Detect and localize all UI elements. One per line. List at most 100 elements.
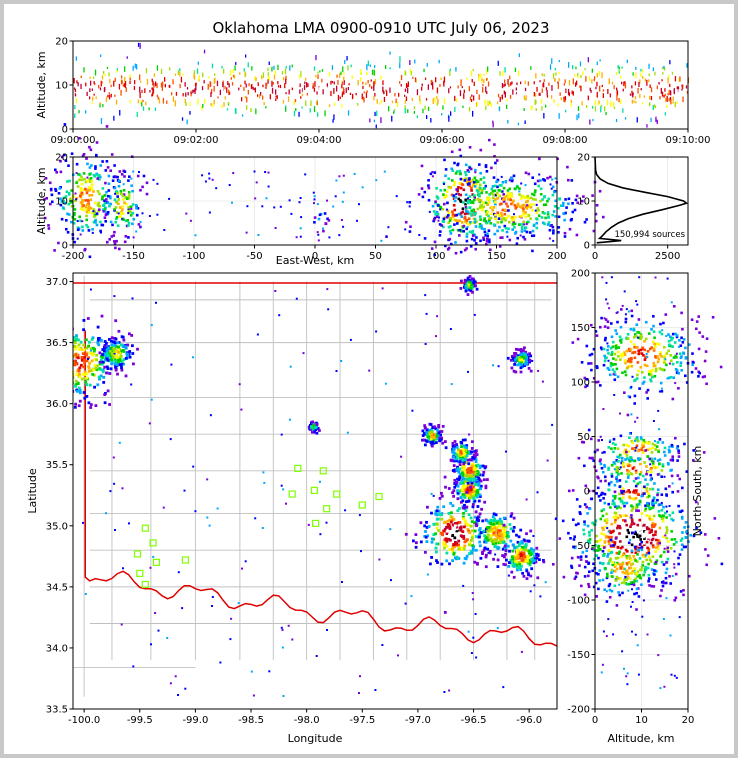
time-height-source <box>289 65 291 71</box>
time-height-source <box>397 86 399 91</box>
ns-height-source <box>675 334 679 337</box>
plan-view-source <box>440 430 444 433</box>
plan-view-source <box>461 470 464 474</box>
ew-height-source <box>581 199 584 203</box>
ew-height-source <box>130 177 133 180</box>
plan-view-source <box>470 520 474 523</box>
time-height-source <box>652 105 654 111</box>
plan-view-source <box>316 426 320 430</box>
ew-height-source <box>326 199 328 202</box>
ew-height-source <box>215 187 218 190</box>
ns-height-source <box>658 458 662 461</box>
plan-view-source <box>119 355 123 358</box>
ew-height-source <box>531 209 534 212</box>
ew-height-source <box>47 224 50 227</box>
ew-height-source <box>322 227 324 230</box>
plan-view-source <box>430 540 434 544</box>
ns-height-source <box>648 457 651 461</box>
plan-view-source <box>519 348 523 351</box>
ns-height-source <box>702 451 706 454</box>
ew-height-source <box>79 189 83 192</box>
ns-height-source <box>681 341 685 344</box>
ns-height-source <box>667 448 671 452</box>
ns-height-source <box>657 357 661 361</box>
plan-view-source <box>424 343 427 345</box>
plan-view-source <box>451 559 454 562</box>
ew-height-source <box>228 184 231 186</box>
plan-view-source <box>538 558 541 561</box>
ns-height-source <box>656 459 660 462</box>
plan-view-source <box>479 495 482 498</box>
ns-height-source <box>624 575 627 579</box>
time-height-source <box>530 105 532 111</box>
ew-height-source <box>474 168 477 172</box>
plan-view-source <box>78 366 82 370</box>
plan-view-source <box>94 366 98 370</box>
ew-height-source <box>109 169 112 172</box>
ns-height-source <box>651 525 654 528</box>
ns-height-source <box>613 370 616 374</box>
plan-view-source <box>91 336 95 340</box>
plan-view-source <box>462 493 466 497</box>
time-height-source <box>542 83 544 88</box>
ew-height-source <box>508 220 511 224</box>
ew-height-source <box>485 240 489 243</box>
ew-height-source <box>523 229 527 232</box>
ns-height-source <box>627 464 630 468</box>
time-height-source <box>676 101 678 104</box>
plan-view-source <box>476 473 480 476</box>
time-height-source <box>115 99 118 105</box>
ew-height-source <box>335 179 338 182</box>
plan-view-source <box>368 369 371 372</box>
ew-height-source <box>448 237 452 241</box>
plan-view-source <box>424 294 427 297</box>
ew-height-source <box>454 198 457 201</box>
ns-height-source <box>611 345 615 349</box>
plan-view-source <box>344 509 347 512</box>
ns-height-source <box>661 441 665 444</box>
ns-height-source <box>624 373 628 377</box>
ew-height-source <box>497 217 501 220</box>
ew-height-source <box>448 219 452 222</box>
plan-view-source <box>531 360 534 362</box>
ns-height-source <box>671 332 675 336</box>
ew-height-source <box>489 248 492 252</box>
ew-height-source <box>451 213 455 216</box>
ns-height-source <box>624 458 627 461</box>
plan-view-source <box>529 529 533 533</box>
plan-view-source <box>268 670 271 673</box>
ew-height-source <box>103 194 107 197</box>
ew-height-source <box>93 210 97 214</box>
ew-height-source <box>100 231 102 234</box>
ns-height-source <box>615 465 619 469</box>
plan-view-source <box>230 617 233 620</box>
time-height-source <box>102 104 104 108</box>
ns-height-source <box>697 315 700 318</box>
ns-height-source <box>645 465 648 468</box>
ns-height-source <box>570 566 574 569</box>
time-height-source <box>672 96 674 101</box>
plan-view-source <box>495 521 499 525</box>
ew-height-source <box>76 228 80 231</box>
ew-height-source <box>478 163 481 166</box>
plan-view-source <box>488 528 492 532</box>
plan-view-source <box>91 346 95 350</box>
ns-height-source <box>588 531 591 534</box>
time-height-source <box>594 100 596 106</box>
plan-view-source <box>525 569 529 573</box>
ew-height-source <box>89 148 93 152</box>
ew-height-source <box>361 186 364 189</box>
plan-view-source <box>181 607 184 610</box>
ew-height-source <box>468 200 472 203</box>
time-height-source <box>631 85 633 89</box>
plan-view-source <box>510 561 513 565</box>
ns-height-source <box>613 483 617 487</box>
ew-height-source <box>543 212 546 215</box>
plan-view-source <box>458 536 461 540</box>
time-height-source <box>169 84 171 88</box>
plan-view-source <box>441 441 445 445</box>
ns-height-source <box>596 486 600 490</box>
ns-height-source <box>644 478 647 481</box>
time-height-source <box>300 96 302 99</box>
ew-height-source <box>395 195 398 198</box>
